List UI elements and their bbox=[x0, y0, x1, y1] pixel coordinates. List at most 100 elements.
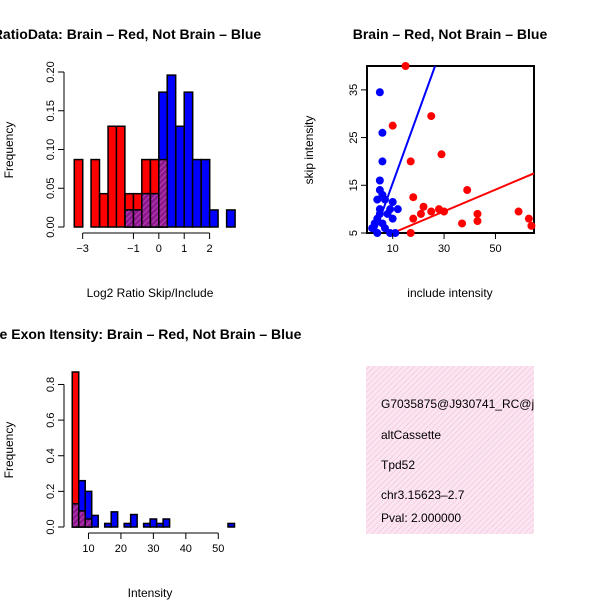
intensity-histogram-not-brain-bar bbox=[149, 518, 158, 528]
not-brain-point bbox=[368, 224, 377, 233]
intensity-histogram-not-brain-bar bbox=[123, 522, 132, 528]
intensity-histogram-not-brain-bar bbox=[110, 511, 119, 528]
not-brain-fit-line bbox=[373, 66, 437, 233]
ratio-histogram-axes: −3 −1 0 1 2 0.00 0.05 0.10 0.15 0.20 bbox=[45, 61, 213, 255]
ratio-histogram-overlap-bar bbox=[132, 209, 143, 228]
ratio-histogram-y-label: Frequency bbox=[2, 122, 16, 179]
not-brain-point bbox=[375, 205, 384, 214]
brain-point bbox=[419, 202, 428, 211]
brain-point bbox=[406, 157, 415, 166]
ratio-histogram-bars bbox=[73, 74, 236, 228]
ratio-histogram-x-tick-label: 1 bbox=[181, 243, 187, 255]
scatter-y-tick-label: 5 bbox=[348, 230, 360, 236]
ratio-histogram-y-tick-label: 0.10 bbox=[45, 139, 57, 160]
brain-point bbox=[409, 214, 418, 223]
not-brain-point bbox=[373, 229, 382, 237]
brain-fit-line bbox=[392, 172, 534, 233]
scatter-points bbox=[368, 62, 536, 237]
ratio-histogram-overlap-bar bbox=[141, 192, 152, 228]
info-probe-id: G7035875@J930741_RC@j_at bbox=[381, 397, 551, 411]
intensity-histogram-not-brain-bar bbox=[227, 522, 236, 528]
not-brain-point bbox=[388, 197, 397, 206]
intensity-histogram-not-brain-bar bbox=[103, 522, 112, 528]
intensity-histogram-y-tick-label: 0.2 bbox=[45, 484, 57, 499]
ratio-histogram-overlap-bar bbox=[149, 192, 160, 228]
intensity-histogram-y-tick-label: 0.8 bbox=[45, 377, 57, 392]
scatter-y-label: skip intensity bbox=[302, 116, 316, 185]
ratio-histogram-overlap-bar bbox=[158, 158, 169, 228]
brain-point bbox=[437, 150, 446, 159]
brain-point bbox=[416, 209, 425, 218]
intensity-histogram-x-tick-label: 40 bbox=[180, 543, 192, 555]
intensity-histogram-x-tick-label: 30 bbox=[147, 543, 159, 555]
not-brain-point bbox=[388, 214, 397, 223]
ratio-histogram-brain-bar bbox=[115, 125, 126, 228]
brain-point bbox=[473, 217, 482, 226]
ratio-histogram-not-brain-bar bbox=[208, 209, 219, 228]
ratio-histogram-brain-bar bbox=[90, 158, 101, 228]
intensity-histogram-x-tick-label: 20 bbox=[115, 543, 127, 555]
ratio-histogram-brain-bar bbox=[107, 125, 118, 228]
scatter-x-label: include intensity bbox=[407, 286, 492, 300]
scatter-y-tick-label: 25 bbox=[348, 131, 360, 143]
ratio-histogram-not-brain-bar bbox=[166, 74, 177, 228]
brain-point bbox=[406, 229, 415, 237]
brain-point bbox=[473, 209, 482, 218]
intensity-histogram-panel: Average Exon Itensity: Brain – Red, Not … bbox=[0, 326, 302, 600]
ratio-histogram-x-tick-label: −1 bbox=[127, 243, 140, 255]
intensity-histogram-x-tick-label: 10 bbox=[82, 543, 94, 555]
brain-point bbox=[514, 207, 523, 216]
not-brain-point bbox=[378, 128, 387, 137]
ratio-histogram-y-tick-label: 0.00 bbox=[45, 216, 57, 237]
intensity-histogram-x-tick-label: 50 bbox=[212, 543, 224, 555]
not-brain-point bbox=[378, 157, 387, 166]
brain-point bbox=[440, 207, 449, 216]
ratio-histogram-y-tick-label: 0.05 bbox=[45, 178, 57, 199]
scatter-x-tick-label: 10 bbox=[387, 243, 399, 255]
not-brain-point bbox=[393, 205, 402, 214]
brain-point bbox=[388, 121, 397, 130]
ratio-histogram-brain-bar bbox=[98, 192, 109, 228]
ratio-histogram-not-brain-bar bbox=[225, 209, 236, 228]
ratio-histogram-y-tick-label: 0.15 bbox=[45, 100, 57, 121]
info-gene: Tpd52 bbox=[381, 458, 415, 472]
brain-point bbox=[458, 219, 467, 228]
brain-point bbox=[463, 186, 472, 195]
scatter-plot-box bbox=[366, 65, 535, 234]
scatter-panel: Brain – Red, Not Brain – Blue include in… bbox=[302, 26, 547, 300]
info-event-type: altCassette bbox=[381, 428, 441, 442]
info-location: chr3.15623–2.7 bbox=[381, 488, 465, 502]
intensity-histogram-y-tick-label: 0.4 bbox=[45, 448, 57, 463]
scatter-axes: 10 30 50 5 15 25 35 bbox=[348, 84, 502, 255]
intensity-histogram-y-tick-label: 0.0 bbox=[45, 519, 57, 534]
intensity-histogram-title: Average Exon Itensity: Brain – Red, Not … bbox=[0, 326, 302, 342]
ratio-histogram-not-brain-bar bbox=[175, 125, 186, 228]
brain-point bbox=[401, 62, 410, 70]
scatter-fit-lines bbox=[373, 66, 534, 233]
intensity-histogram-not-brain-bar bbox=[142, 522, 151, 528]
not-brain-point bbox=[380, 195, 389, 204]
intensity-histogram-not-brain-bar bbox=[155, 522, 164, 528]
ratio-histogram-x-label: Log2 Ratio Skip/Include bbox=[87, 286, 214, 300]
intensity-histogram-overlap-bar bbox=[84, 518, 93, 528]
ratio-histogram-y-tick-label: 0.20 bbox=[45, 61, 57, 82]
intensity-histogram-not-brain-bar bbox=[90, 514, 99, 528]
scatter-y-tick-label: 35 bbox=[348, 84, 360, 96]
ratio-histogram-panel: RatioData: Brain – Red, Not Brain – Blue… bbox=[0, 26, 261, 300]
intensity-histogram-not-brain-bar bbox=[162, 518, 171, 528]
ratio-histogram-not-brain-bar bbox=[183, 91, 194, 228]
intensity-histogram-overlap-bar bbox=[77, 510, 86, 528]
brain-point bbox=[409, 193, 418, 202]
scatter-x-tick-label: 30 bbox=[438, 243, 450, 255]
intensity-histogram-bars bbox=[71, 371, 236, 528]
not-brain-point bbox=[380, 224, 389, 233]
ratio-histogram-x-tick-label: 0 bbox=[156, 243, 162, 255]
info-box bbox=[366, 366, 534, 534]
brain-point bbox=[527, 221, 536, 230]
scatter-y-tick-label: 15 bbox=[348, 179, 360, 191]
not-brain-point bbox=[391, 229, 400, 237]
not-brain-point bbox=[375, 176, 384, 185]
scatter-x-tick-label: 50 bbox=[489, 243, 501, 255]
ratio-histogram-overlap-bar bbox=[124, 209, 135, 228]
